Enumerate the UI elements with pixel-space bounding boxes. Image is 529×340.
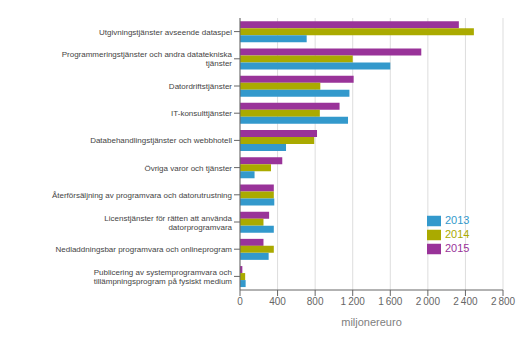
svg-text:400: 400 [269,296,286,307]
svg-text:miljonereuro: miljonereuro [341,316,402,328]
svg-text:800: 800 [307,296,324,307]
svg-text:2 800: 2 800 [491,296,516,307]
svg-text:Nedladdningsbar programvara oc: Nedladdningsbar programvara och onlinepr… [55,245,232,254]
html-text:2015: 2015 [445,242,470,255]
svg-text:Publicering av systemprogramva: Publicering av systemprogramvara ochtill… [94,268,233,286]
svg-text:Utgivningstjänster avseende da: Utgivningstjänster avseende dataspel [99,28,232,37]
svg-text:Övriga varor och tjänster: Övriga varor och tjänster [144,164,232,173]
svg-text:IT-konsulttjänster: IT-konsulttjänster [171,109,232,118]
svg-text:2 400: 2 400 [453,296,478,307]
svg-text:1 600: 1 600 [378,296,403,307]
svg-text:1 200: 1 200 [341,296,366,307]
svg-text:Databehandlingstjänster och we: Databehandlingstjänster och webbhotell [90,136,232,145]
svg-text:0: 0 [237,296,243,307]
html-text:2014: 2014 [445,228,470,241]
svg-text:Datordriftstjänster: Datordriftstjänster [169,82,232,91]
svg-text:2 000: 2 000 [416,296,441,307]
svg-text:Licenstjänster för rätten att: Licenstjänster för rätten att användadat… [104,214,232,232]
svg-text:Återförsäljning av programvara: Återförsäljning av programvara och dator… [52,191,232,200]
svg-text:Programmeringstjänster och and: Programmeringstjänster och andra datatek… [62,50,233,68]
html-text:2013: 2013 [445,214,470,226]
